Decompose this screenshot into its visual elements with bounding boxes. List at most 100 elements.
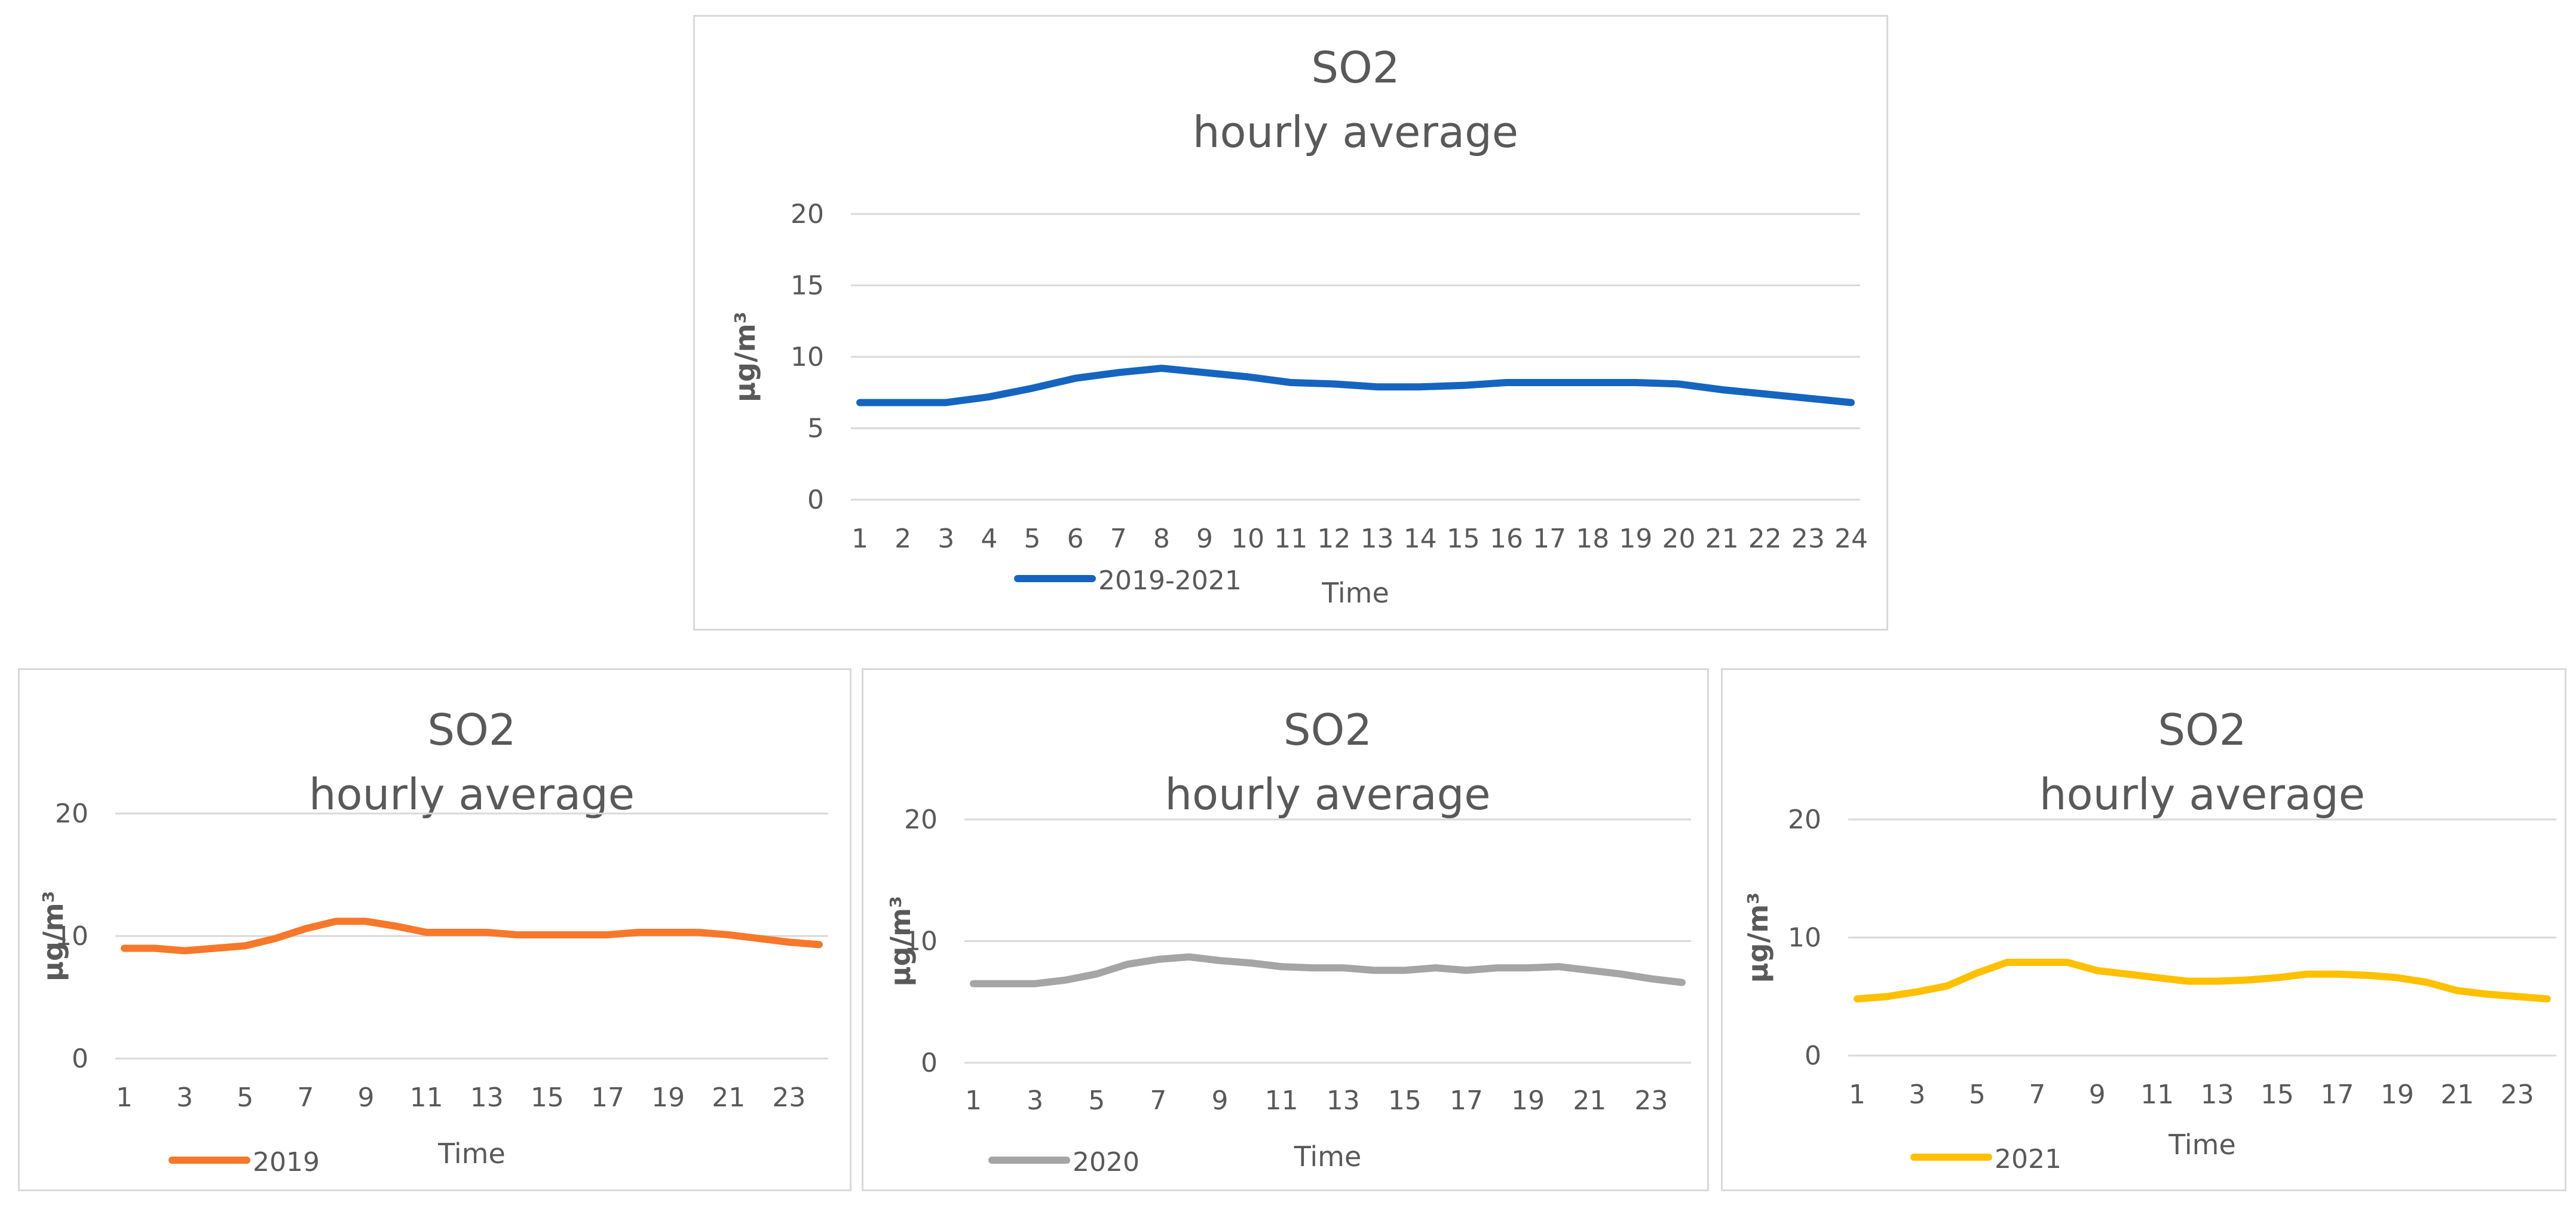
x-axis-label: Time	[437, 1137, 506, 1170]
chart-subtitle: hourly average	[2039, 769, 2365, 819]
series-line-2019	[121, 917, 823, 955]
x-tick-label: 9	[2089, 1079, 2106, 1110]
x-tick-label: 17	[1533, 524, 1566, 554]
y-tick-label: 10	[55, 921, 88, 952]
x-tick-label: 21	[1573, 1085, 1606, 1116]
x-tick-label: 20	[1662, 524, 1695, 554]
x-tick-label: 13	[2201, 1079, 2234, 1110]
legend-label: 2021	[1995, 1144, 2062, 1175]
chart-panel-2021: SO2 hourly average 0 10 20 µg/m³ 1 3 5 7 9 11 13 15 17…	[1721, 668, 2566, 1191]
x-tick-label: 15	[1388, 1085, 1422, 1116]
y-tick-label: 20	[55, 799, 88, 829]
y-axis-label: µg/m³	[37, 891, 69, 981]
x-tick-label: 7	[297, 1082, 314, 1113]
x-tick-label: 1	[851, 524, 868, 554]
x-tick-label: 7	[1110, 524, 1127, 554]
x-tick-label: 19	[2381, 1079, 2414, 1110]
x-tick-label: 17	[591, 1082, 624, 1113]
series-line-2019-2021	[856, 365, 1855, 406]
x-tick-label: 22	[1748, 524, 1782, 554]
x-tick-label: 3	[1027, 1085, 1043, 1116]
x-tick-label: 17	[2320, 1079, 2354, 1110]
x-tick-label: 19	[1619, 524, 1652, 554]
x-tick-label: 7	[1150, 1085, 1166, 1116]
x-tick-label: 11	[1265, 1085, 1298, 1116]
legend-label: 2020	[1073, 1147, 1140, 1178]
x-tick-label: 9	[358, 1082, 375, 1113]
x-tick-label: 3	[176, 1082, 193, 1113]
x-tick-label: 5	[1088, 1085, 1105, 1116]
x-tick-label: 16	[1490, 524, 1523, 554]
y-axis-label: µg/m³	[884, 896, 917, 987]
x-tick-label: 11	[1274, 524, 1307, 554]
chart-title: SO2	[427, 705, 516, 755]
x-tick-label: 2	[895, 524, 911, 554]
x-tick-label: 5	[1969, 1079, 1986, 1110]
x-axis-label: Time	[1321, 577, 1389, 609]
y-tick-label: 20	[904, 805, 938, 835]
x-tick-label: 21	[2440, 1079, 2474, 1110]
y-tick-label: 5	[807, 414, 824, 444]
x-tick-label: 15	[1447, 524, 1480, 554]
x-tick-label: 1	[1849, 1079, 1866, 1110]
x-tick-label: 7	[2029, 1079, 2045, 1110]
x-tick-label: 23	[1634, 1085, 1668, 1116]
x-tick-label: 3	[938, 524, 954, 554]
chart-subtitle: hourly average	[1193, 107, 1518, 157]
chart-panel-2020: SO2 hourly average 0 10 20 µg/m³ 1 3 5 7 9 11 13 15 17…	[862, 668, 1709, 1191]
y-tick-label: 10	[1788, 923, 1821, 953]
y-tick-label: 10	[904, 926, 938, 957]
x-tick-label: 10	[1231, 524, 1264, 554]
y-axis-label: µg/m³	[729, 311, 761, 402]
chart-panel-2019-2021: SO2 hourly average 0 5 10 15 20 µg/m³ 1 2 3 4 5 6 7 8 9 1…	[693, 15, 1888, 631]
x-tick-label: 21	[1705, 524, 1739, 554]
x-tick-label: 13	[470, 1082, 504, 1113]
x-tick-label: 6	[1067, 524, 1084, 554]
x-tick-label: 13	[1327, 1085, 1360, 1116]
x-tick-label: 5	[1024, 524, 1041, 554]
y-tick-label: 0	[72, 1044, 88, 1074]
y-tick-label: 20	[791, 199, 824, 230]
x-tick-label: 24	[1834, 524, 1868, 554]
legend-label: 2019-2021	[1098, 565, 1242, 596]
x-tick-label: 17	[1450, 1085, 1483, 1116]
legend-label: 2019	[253, 1147, 320, 1178]
x-tick-label: 21	[712, 1082, 745, 1113]
x-tick-label: 14	[1404, 524, 1437, 554]
y-axis-label: µg/m³	[1742, 892, 1774, 983]
x-tick-label: 18	[1576, 524, 1609, 554]
x-tick-label: 23	[1791, 524, 1825, 554]
chart-panel-2019: SO2 hourly average 0 10 20 µg/m³ 1 3 5 7 9 11 13 15 17…	[18, 668, 851, 1191]
series-line-2021	[1854, 958, 2551, 1003]
x-tick-label: 12	[1317, 524, 1350, 554]
x-tick-label: 13	[1361, 524, 1394, 554]
x-tick-label: 3	[1909, 1079, 1925, 1110]
series-line-2020	[970, 953, 1686, 987]
x-tick-label: 4	[981, 524, 997, 554]
y-tick-label: 20	[1788, 805, 1821, 835]
chart-title: SO2	[2158, 705, 2246, 755]
x-tick-label: 23	[772, 1082, 805, 1113]
y-tick-label: 15	[791, 271, 824, 301]
x-tick-label: 5	[237, 1082, 253, 1113]
x-tick-label: 1	[116, 1082, 133, 1113]
x-axis-label: Time	[1294, 1140, 1362, 1173]
y-tick-label: 10	[791, 342, 824, 372]
chart-subtitle: hourly average	[309, 769, 635, 819]
x-tick-label: 9	[1212, 1085, 1229, 1116]
chart-title: SO2	[1284, 705, 1372, 755]
x-tick-label: 19	[1511, 1085, 1545, 1116]
x-tick-label: 19	[651, 1082, 685, 1113]
x-axis-label: Time	[2168, 1128, 2236, 1161]
y-tick-label: 0	[1805, 1041, 1821, 1071]
x-tick-label: 11	[2140, 1079, 2174, 1110]
x-tick-label: 8	[1153, 524, 1170, 554]
y-tick-label: 0	[807, 485, 824, 515]
x-tick-label: 11	[410, 1082, 443, 1113]
chart-title: SO2	[1311, 42, 1399, 93]
x-tick-label: 1	[965, 1085, 982, 1116]
x-tick-label: 23	[2501, 1079, 2534, 1110]
